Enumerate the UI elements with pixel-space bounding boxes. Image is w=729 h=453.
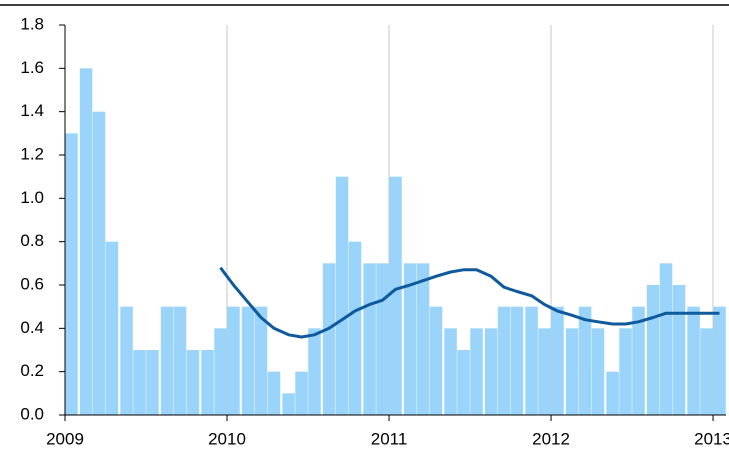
y-tick-label: 0.6 xyxy=(20,274,44,293)
x-tick-label: 2013 xyxy=(694,429,729,448)
bar xyxy=(700,328,713,415)
bar xyxy=(429,306,443,415)
y-tick-label: 1.6 xyxy=(20,58,44,77)
bar xyxy=(619,328,632,415)
x-tick-label: 2011 xyxy=(371,429,408,448)
bar xyxy=(687,306,700,415)
bar xyxy=(335,176,349,415)
bar xyxy=(295,371,308,415)
bar xyxy=(105,241,119,415)
bar xyxy=(120,306,133,415)
bar xyxy=(470,328,483,415)
bar xyxy=(201,350,214,415)
bar xyxy=(186,350,200,415)
x-tick-label: 2010 xyxy=(208,429,246,448)
bar xyxy=(403,263,417,415)
bar xyxy=(538,328,551,415)
bar xyxy=(227,306,240,415)
bar xyxy=(484,328,498,415)
x-tick-label: 2009 xyxy=(46,429,84,448)
bar xyxy=(510,306,524,415)
y-tick-label: 0.2 xyxy=(20,361,44,380)
y-tick-label: 1.8 xyxy=(20,14,44,33)
y-tick-label: 1.4 xyxy=(20,101,44,120)
bar xyxy=(348,241,362,415)
bar xyxy=(525,306,538,415)
bar xyxy=(146,350,159,415)
bar xyxy=(308,328,321,415)
bar xyxy=(65,133,78,416)
bar xyxy=(565,328,579,415)
bar xyxy=(646,285,660,415)
y-tick-label: 1.0 xyxy=(20,188,44,207)
bar xyxy=(672,285,686,415)
bar xyxy=(659,263,673,415)
bar xyxy=(416,263,430,415)
y-tick-label: 0.8 xyxy=(20,231,44,250)
bar xyxy=(241,306,255,415)
bar xyxy=(214,328,227,415)
bar xyxy=(444,328,457,415)
bar xyxy=(92,111,106,416)
bar xyxy=(606,371,619,415)
y-tick-label: 0.4 xyxy=(20,318,44,337)
bar xyxy=(160,306,174,415)
bar xyxy=(79,68,93,415)
bar xyxy=(267,371,281,415)
bar xyxy=(578,306,592,415)
bar xyxy=(389,176,402,415)
bar xyxy=(363,263,376,415)
bar xyxy=(497,306,511,415)
bar xyxy=(551,306,564,415)
y-tick-label: 1.2 xyxy=(20,144,44,163)
bar xyxy=(133,350,146,415)
bar xyxy=(322,263,336,415)
bar xyxy=(282,393,295,415)
bar xyxy=(376,263,389,415)
x-tick-label: 2012 xyxy=(532,429,570,448)
line xyxy=(219,266,720,339)
bar xyxy=(173,306,187,415)
bar xyxy=(632,306,645,415)
y-tick-label: 0.0 xyxy=(20,404,44,423)
bar xyxy=(713,306,726,415)
bar xyxy=(457,350,470,415)
bar xyxy=(254,306,268,415)
bar xyxy=(591,328,605,415)
